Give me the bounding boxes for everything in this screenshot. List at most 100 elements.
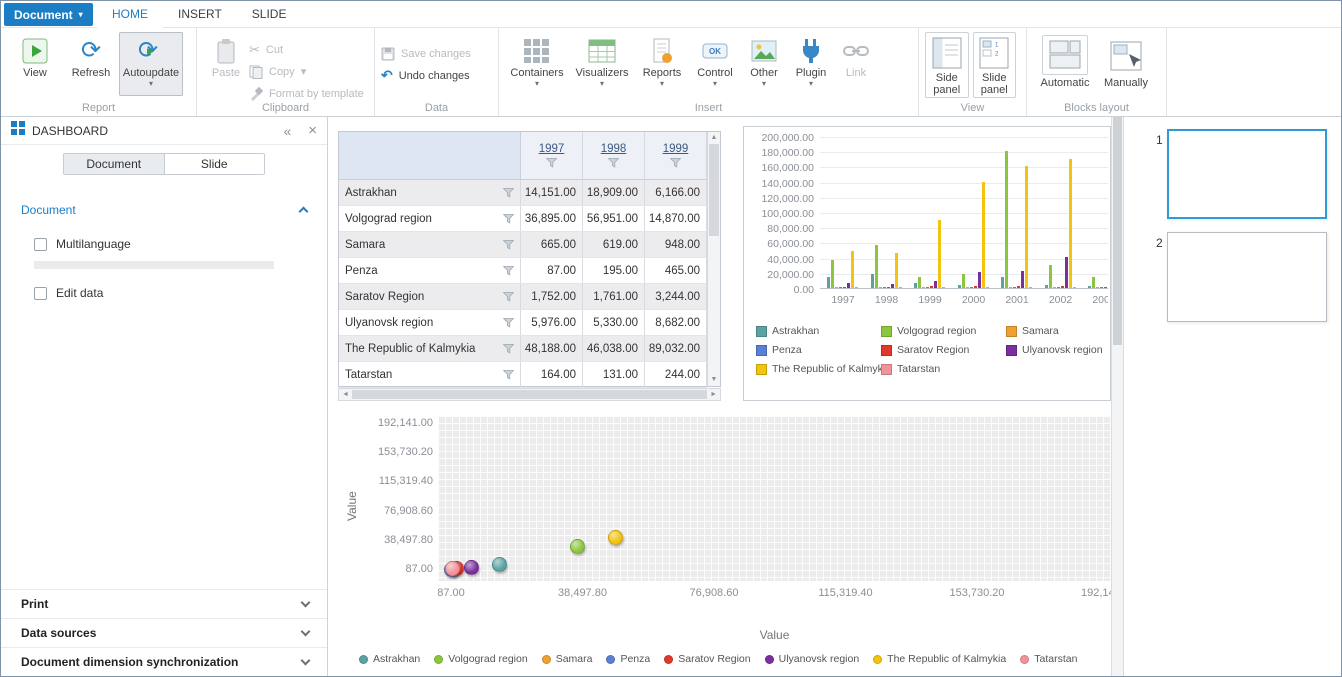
- row-name-cell: Penza: [339, 258, 521, 283]
- table-row[interactable]: Penza 87.00 195.00 465.00: [339, 258, 707, 284]
- year-link[interactable]: 1998: [600, 143, 627, 155]
- table-vertical-scrollbar[interactable]: ▲ ▼: [707, 132, 720, 386]
- table-row[interactable]: Saratov Region 1,752.00 1,761.00 3,244.00: [339, 284, 707, 310]
- edit-data-checkbox-row[interactable]: Edit data: [34, 286, 327, 300]
- year-column-header[interactable]: 1997: [521, 132, 583, 180]
- document-section-header[interactable]: Document: [21, 203, 309, 217]
- table-corner-cell[interactable]: [339, 132, 521, 180]
- mode-document-button[interactable]: Document: [64, 154, 164, 174]
- edit-data-label: Edit data: [56, 286, 104, 300]
- containers-button[interactable]: Containers ▾: [505, 32, 569, 96]
- scrollbar-thumb[interactable]: [709, 144, 719, 236]
- tab-slide[interactable]: SLIDE: [251, 7, 287, 21]
- view-button[interactable]: View: [7, 32, 63, 96]
- scroll-up-icon[interactable]: ▲: [710, 134, 718, 141]
- format-by-template-button[interactable]: Format by template: [249, 85, 364, 102]
- filter-icon[interactable]: [670, 158, 681, 168]
- scatter-chart-panel[interactable]: Value 87.00 38,497.80 76,908.60 115,319.40 1…: [343, 406, 1111, 674]
- other-button[interactable]: Other ▾: [741, 32, 787, 96]
- save-changes-label: Save changes: [401, 47, 471, 60]
- y-tick-label: 60,000.00: [767, 238, 814, 251]
- slide-thumbnail[interactable]: [1167, 232, 1327, 322]
- undo-changes-button[interactable]: ↶ Undo changes: [381, 67, 471, 84]
- year-link[interactable]: 1997: [538, 143, 565, 155]
- cell-value: 619.00: [583, 232, 645, 257]
- data-sources-section-header[interactable]: Data sources: [1, 618, 327, 647]
- scroll-right-icon[interactable]: ►: [710, 390, 717, 398]
- filter-icon[interactable]: [503, 187, 514, 198]
- tab-home[interactable]: HOME: [97, 1, 163, 28]
- filter-icon[interactable]: [503, 343, 514, 354]
- scrollbar-thumb[interactable]: [351, 390, 708, 399]
- scroll-down-icon[interactable]: ▼: [710, 376, 718, 383]
- table-horizontal-scrollbar[interactable]: ◄ ►: [338, 388, 721, 401]
- table-row[interactable]: Astrakhan 14,151.00 18,909.00 6,166.00: [339, 180, 707, 206]
- document-menu-button[interactable]: Document ▾: [4, 3, 93, 26]
- mode-slide-button[interactable]: Slide: [163, 154, 264, 174]
- bar: [886, 286, 890, 288]
- filter-icon[interactable]: [503, 239, 514, 250]
- main-vertical-scrollbar[interactable]: [1111, 117, 1124, 676]
- filter-icon[interactable]: [503, 369, 514, 380]
- scrollbar-thumb[interactable]: [1113, 117, 1122, 345]
- row-name-cell: Samara: [339, 232, 521, 257]
- bar: [934, 281, 937, 288]
- svg-text:2: 2: [995, 52, 999, 58]
- dimension-sync-section-header[interactable]: Document dimension synchronization: [1, 647, 327, 676]
- filter-icon[interactable]: [546, 158, 557, 168]
- culture-bar[interactable]: [34, 261, 274, 269]
- table-row[interactable]: Ulyanovsk region 5,976.00 5,330.00 8,682.00: [339, 310, 707, 336]
- automatic-button[interactable]: Automatic: [1033, 32, 1097, 96]
- legend-label: Astrakhan: [772, 325, 820, 337]
- edit-data-checkbox[interactable]: [34, 286, 47, 300]
- menu-bar: Document ▾ HOME INSERT SLIDE: [1, 1, 1341, 28]
- filter-icon[interactable]: [503, 317, 514, 328]
- tab-insert[interactable]: INSERT: [178, 7, 222, 21]
- print-section-header[interactable]: Print: [1, 589, 327, 618]
- collapse-panel-icon[interactable]: «: [283, 122, 292, 139]
- plugin-button[interactable]: Plugin ▾: [787, 32, 835, 96]
- year-column-header[interactable]: 1999: [645, 132, 707, 180]
- paste-button[interactable]: Paste: [203, 32, 249, 96]
- multilanguage-checkbox-row[interactable]: Multilanguage: [34, 237, 327, 251]
- reports-button[interactable]: Reports ▾: [635, 32, 689, 96]
- year-column-header[interactable]: 1998: [583, 132, 645, 180]
- bar: [847, 283, 850, 288]
- filter-icon[interactable]: [503, 291, 514, 302]
- control-button[interactable]: OK Control ▾: [689, 32, 741, 96]
- filter-icon[interactable]: [503, 213, 514, 224]
- multilanguage-checkbox[interactable]: [34, 237, 47, 251]
- copy-button[interactable]: Copy ▾: [249, 63, 364, 80]
- table-row[interactable]: Tatarstan 164.00 131.00 244.00: [339, 362, 707, 388]
- slide-thumbnail-item[interactable]: 1: [1124, 129, 1341, 219]
- gridline: [820, 243, 1108, 245]
- link-button[interactable]: Link: [835, 32, 877, 96]
- table-row[interactable]: The Republic of Kalmykia 48,188.00 46,038.…: [339, 336, 707, 362]
- autoupdate-button[interactable]: ⟳ ▶ Autoupdate ▾: [119, 32, 183, 96]
- filter-icon[interactable]: [608, 158, 619, 168]
- refresh-button[interactable]: ⟳ Refresh: [63, 32, 119, 96]
- visualizers-button[interactable]: Visualizers ▾: [569, 32, 635, 96]
- chevron-down-icon: [300, 626, 311, 637]
- close-panel-icon[interactable]: ×: [308, 122, 317, 139]
- year-link[interactable]: 1999: [662, 143, 689, 155]
- slide-thumbnail-item[interactable]: 2: [1124, 232, 1341, 322]
- data-table[interactable]: 1997 1998 1999 Astrakhan 14,151.00 18,909.00…: [338, 131, 721, 388]
- bar-chart-panel[interactable]: 0.00 20,000.00 40,000.00 60,000.00 80,000.00…: [743, 126, 1111, 401]
- table-row[interactable]: Samara 665.00 619.00 948.00: [339, 232, 707, 258]
- bar: [851, 251, 854, 288]
- cut-button[interactable]: ✂ Cut: [249, 41, 364, 58]
- save-changes-button[interactable]: Save changes: [381, 45, 471, 62]
- manually-button[interactable]: Manually: [1097, 32, 1155, 96]
- bar: [938, 220, 941, 288]
- slide-thumbnail[interactable]: [1167, 129, 1327, 219]
- filter-icon[interactable]: [503, 265, 514, 276]
- bar: [1001, 276, 1004, 288]
- paste-icon: [215, 35, 237, 67]
- bar: [1052, 287, 1056, 288]
- side-panel-button[interactable]: Side panel: [925, 32, 969, 98]
- scroll-left-icon[interactable]: ◄: [342, 390, 349, 398]
- table-row[interactable]: Volgograd region 36,895.00 56,951.00 14,870…: [339, 206, 707, 232]
